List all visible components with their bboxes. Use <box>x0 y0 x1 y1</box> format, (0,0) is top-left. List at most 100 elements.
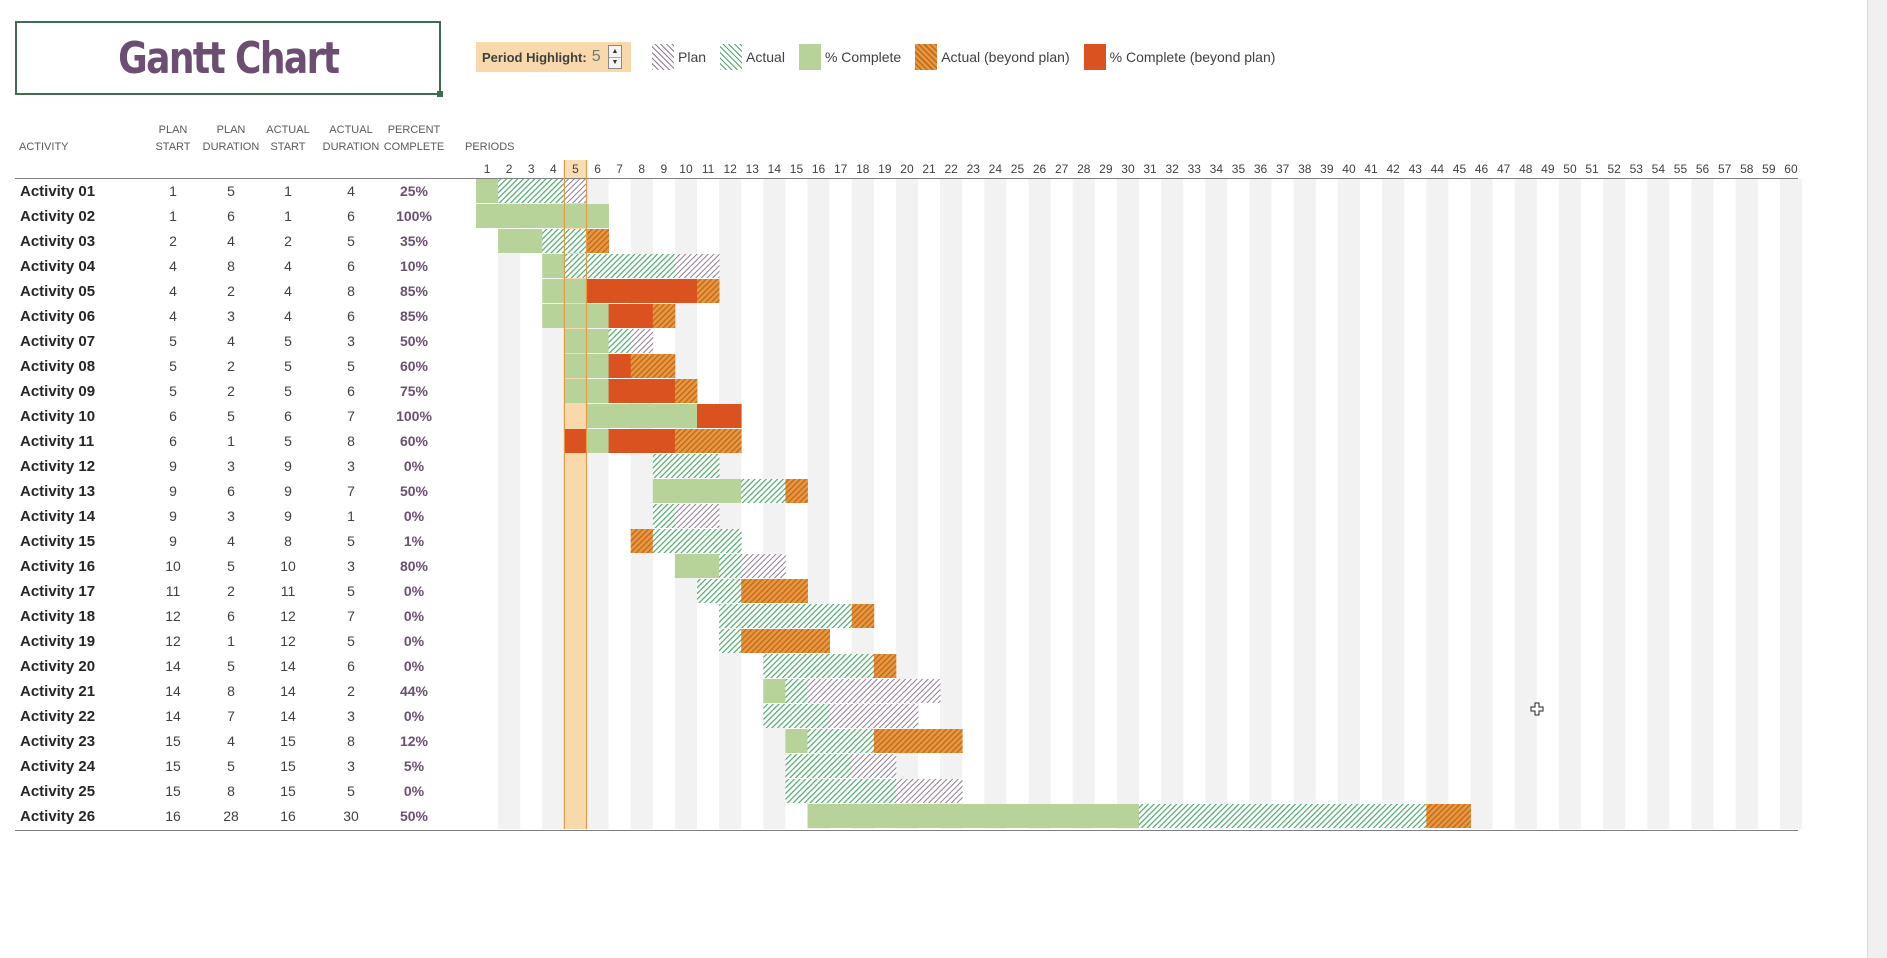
complete-bar-segment <box>807 804 830 828</box>
period-tick-label: 1 <box>484 162 491 176</box>
percent-complete-cell: 0% <box>403 458 425 474</box>
actual-duration-cell: 6 <box>347 208 355 224</box>
actual-beyond-bar-segment <box>1448 804 1471 828</box>
actual-beyond-bar-segment <box>630 354 654 378</box>
activity-name: Activity 16 <box>20 558 96 575</box>
plan-bar-segment <box>895 704 919 728</box>
period-tick-label: 56 <box>1696 162 1710 176</box>
period-tick-label: 54 <box>1652 162 1666 176</box>
period-tick-label: 10 <box>679 162 693 176</box>
period-column-shade <box>763 179 786 829</box>
actual-start-cell: 4 <box>284 308 292 324</box>
actual-start-cell: 9 <box>284 483 292 499</box>
period-tick-label: 42 <box>1386 162 1400 176</box>
complete-bar-segment <box>1028 804 1051 828</box>
actual-bar-segment <box>719 529 742 553</box>
activity-name: Activity 23 <box>20 733 96 750</box>
complete-bar-segment <box>586 404 609 428</box>
percent-complete-cell: 12% <box>399 733 429 749</box>
period-spinner[interactable]: ▲ ▼ <box>608 45 622 69</box>
activity-name: Activity 18 <box>20 608 96 625</box>
complete-beyond-bar-segment <box>630 279 654 303</box>
plan-duration-cell: 4 <box>227 733 235 749</box>
plan-start-cell: 4 <box>169 283 177 299</box>
actual-beyond-bar-segment <box>873 654 897 678</box>
plan-duration-cell: 3 <box>227 308 235 324</box>
complete-bar-segment <box>697 479 720 503</box>
plan-duration-cell: 3 <box>227 508 235 524</box>
title-box[interactable]: Gantt Chart <box>15 21 443 97</box>
actual-start-cell: 16 <box>280 808 296 824</box>
actual-bar-segment <box>829 654 853 678</box>
plan-bar-segment <box>873 679 897 703</box>
complete-beyond-bar-segment <box>608 354 632 378</box>
complete-bar-segment <box>652 479 676 503</box>
complete-bar-segment <box>564 329 587 353</box>
actual-duration-cell: 6 <box>347 658 355 674</box>
actual-beyond-bar-segment <box>785 579 808 603</box>
spin-down-icon[interactable]: ▼ <box>611 59 619 66</box>
actual-beyond-bar-segment <box>873 729 897 753</box>
activity-name: Activity 20 <box>20 658 96 675</box>
plan-bar-segment <box>851 704 875 728</box>
period-column-shade <box>984 179 1007 829</box>
plan-bar-segment <box>674 504 698 528</box>
period-tick-label: 3 <box>528 162 535 176</box>
percent-complete-cell: 50% <box>399 483 429 499</box>
actual-bar-segment <box>1293 804 1317 828</box>
complete-beyond-bar-segment <box>630 379 654 403</box>
period-column-shade <box>1514 179 1537 829</box>
header-line: DURATION <box>202 141 260 153</box>
plan-duration-cell: 4 <box>227 333 235 349</box>
actual-bar-segment <box>1337 804 1361 828</box>
activity-name: Activity 22 <box>20 708 96 725</box>
vertical-scrollbar[interactable] <box>1867 0 1887 958</box>
plan-duration-cell: 8 <box>227 258 235 274</box>
plan-start-cell: 1 <box>169 208 177 224</box>
period-column-shade <box>1249 179 1272 829</box>
actual-bar-segment <box>807 654 830 678</box>
period-tick-label: 30 <box>1121 162 1135 176</box>
spin-up-icon[interactable]: ▲ <box>609 46 621 58</box>
actual-beyond-bar-segment <box>586 229 609 253</box>
complete-bar-segment <box>476 179 499 203</box>
plan-start-cell: 11 <box>165 583 181 599</box>
complete-bar-segment <box>520 229 543 253</box>
period-tick-label: 57 <box>1718 162 1732 176</box>
actual-duration-cell: 3 <box>347 333 355 349</box>
selection-handle[interactable] <box>437 91 443 97</box>
plan-bar-segment <box>630 329 654 353</box>
actual-swatch <box>720 44 743 70</box>
actual-start-cell: 1 <box>284 183 292 199</box>
period-highlight-value[interactable]: 5 <box>591 48 601 65</box>
period-tick-label: 29 <box>1099 162 1113 176</box>
plan-start-cell: 12 <box>165 608 181 624</box>
actual-bar-segment <box>586 254 609 278</box>
actual-duration-cell: 5 <box>347 583 355 599</box>
plan-duration-cell: 5 <box>227 558 235 574</box>
header-line: START <box>270 141 306 153</box>
period-tick-label: 36 <box>1254 162 1268 176</box>
period-tick-label: 45 <box>1453 162 1467 176</box>
actual-duration-cell: 8 <box>347 733 355 749</box>
actual-beyond-bar-segment <box>785 479 808 503</box>
period-tick-label: 9 <box>661 162 668 176</box>
period-column-shade <box>1647 179 1670 829</box>
percent-complete-cell: 75% <box>399 383 429 399</box>
complete-bar-segment <box>674 479 698 503</box>
plan-start-cell: 5 <box>169 333 177 349</box>
activity-name: Activity 05 <box>20 283 96 300</box>
complete-bar-segment <box>564 304 587 328</box>
complete-bar-segment <box>697 554 720 578</box>
complete-bar-segment <box>564 279 587 303</box>
actual-start-cell: 1 <box>284 208 292 224</box>
actual-bar-segment <box>564 229 587 253</box>
actual-start-cell: 14 <box>280 708 296 724</box>
period-column-shade <box>1691 179 1714 829</box>
actual-beyond-bar-segment <box>652 354 676 378</box>
actual-duration-cell: 6 <box>347 308 355 324</box>
plan-start-cell: 6 <box>169 408 177 424</box>
actual-start-cell: 4 <box>284 283 292 299</box>
actual-beyond-bar-segment <box>851 604 875 628</box>
actual-start-cell: 10 <box>280 558 296 574</box>
